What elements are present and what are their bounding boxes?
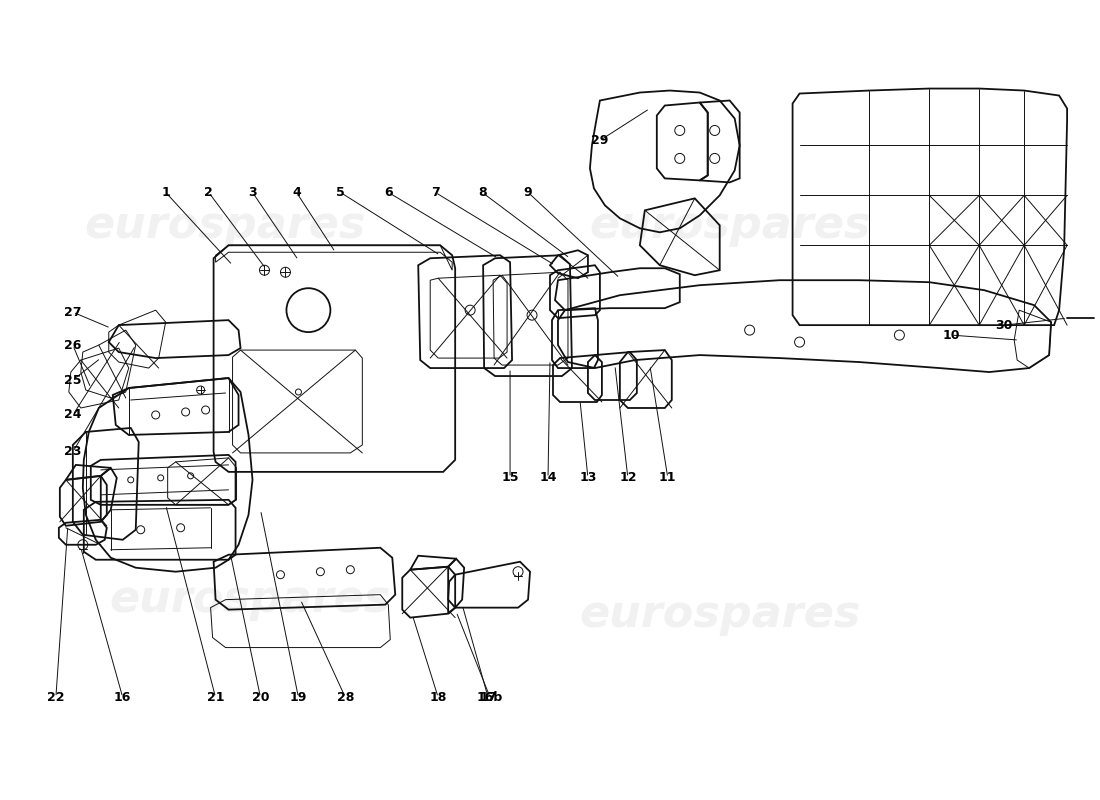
Text: 24: 24 (64, 409, 81, 422)
Text: 26: 26 (64, 338, 81, 351)
Text: 10: 10 (943, 329, 960, 342)
Text: 6: 6 (384, 186, 393, 199)
Text: 18: 18 (429, 691, 447, 704)
Text: 16: 16 (114, 691, 131, 704)
Text: 5: 5 (336, 186, 344, 199)
Text: 1: 1 (162, 186, 170, 199)
Text: 12: 12 (619, 471, 637, 484)
Text: 25: 25 (64, 374, 81, 386)
Text: eurospares: eurospares (110, 578, 392, 621)
Text: 17: 17 (480, 691, 497, 704)
Text: eurospares: eurospares (588, 204, 870, 247)
Text: eurospares: eurospares (579, 593, 860, 636)
Text: 8: 8 (477, 186, 486, 199)
Text: eurospares: eurospares (85, 204, 366, 247)
Text: 11: 11 (659, 471, 676, 484)
Text: 13: 13 (580, 471, 596, 484)
Text: 29: 29 (591, 134, 608, 147)
Text: 4: 4 (293, 186, 300, 199)
Text: 9: 9 (524, 186, 532, 199)
Text: 21: 21 (207, 691, 224, 704)
Text: 3: 3 (249, 186, 256, 199)
Text: 2: 2 (205, 186, 213, 199)
Text: 16b: 16b (477, 691, 503, 704)
Text: 20: 20 (252, 691, 270, 704)
Text: 30: 30 (996, 318, 1013, 332)
Text: 23: 23 (64, 446, 81, 458)
Text: 27: 27 (64, 306, 81, 318)
Text: 7: 7 (431, 186, 440, 199)
Text: 15: 15 (502, 471, 519, 484)
Text: 14: 14 (539, 471, 557, 484)
Text: 28: 28 (337, 691, 354, 704)
Text: 19: 19 (289, 691, 307, 704)
Text: 22: 22 (47, 691, 65, 704)
